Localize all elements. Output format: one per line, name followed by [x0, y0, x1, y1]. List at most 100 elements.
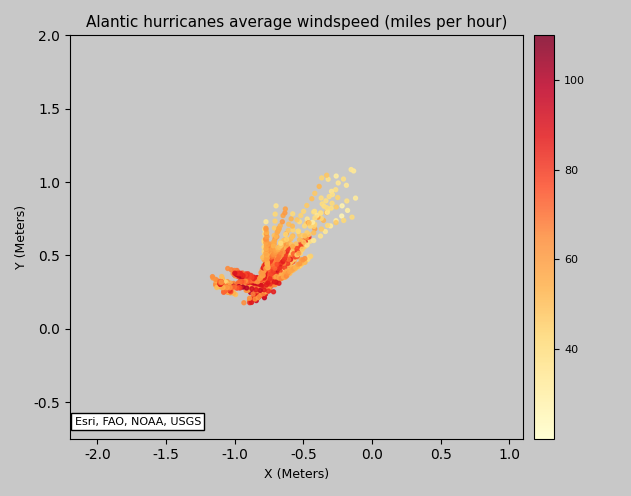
- Point: [215, 280, 225, 288]
- Point: [262, 282, 273, 290]
- Point: [259, 248, 269, 255]
- Point: [247, 275, 257, 283]
- Point: [304, 231, 314, 239]
- Point: [268, 252, 278, 260]
- Point: [281, 272, 292, 280]
- Point: [215, 277, 225, 285]
- Point: [241, 286, 251, 294]
- Point: [255, 289, 265, 297]
- Point: [346, 166, 356, 174]
- Point: [255, 280, 265, 288]
- Point: [259, 294, 269, 302]
- Point: [292, 248, 302, 255]
- Point: [259, 274, 269, 282]
- Point: [300, 256, 310, 264]
- Point: [256, 274, 266, 282]
- Point: [287, 249, 297, 257]
- Point: [261, 281, 271, 289]
- Point: [273, 278, 283, 286]
- Point: [265, 257, 275, 265]
- Point: [245, 294, 255, 302]
- Point: [337, 212, 347, 220]
- Point: [278, 268, 288, 276]
- Point: [262, 278, 272, 286]
- Point: [272, 270, 282, 278]
- Point: [296, 247, 306, 254]
- Point: [235, 272, 245, 280]
- Point: [272, 229, 282, 237]
- Point: [272, 254, 282, 262]
- Point: [262, 256, 272, 264]
- Point: [260, 230, 270, 238]
- Point: [235, 270, 245, 278]
- Point: [283, 238, 293, 246]
- Point: [255, 284, 265, 292]
- Point: [222, 284, 232, 292]
- Point: [259, 267, 269, 275]
- Point: [271, 250, 281, 258]
- Point: [322, 208, 333, 216]
- Point: [256, 279, 266, 287]
- Point: [256, 279, 266, 287]
- Point: [218, 282, 228, 290]
- Point: [262, 263, 272, 271]
- Point: [221, 285, 231, 293]
- Point: [230, 291, 240, 299]
- Point: [295, 260, 305, 268]
- Point: [257, 274, 268, 282]
- Point: [280, 255, 290, 263]
- Point: [272, 233, 282, 241]
- Point: [271, 258, 281, 266]
- Point: [241, 273, 251, 281]
- Point: [253, 278, 263, 286]
- Point: [268, 278, 278, 286]
- Point: [240, 273, 251, 281]
- Point: [348, 167, 358, 175]
- Point: [309, 229, 319, 237]
- Point: [226, 288, 236, 296]
- Point: [258, 279, 268, 287]
- Point: [257, 282, 267, 290]
- Point: [278, 240, 288, 248]
- Point: [310, 214, 320, 222]
- Point: [293, 227, 304, 235]
- Point: [252, 287, 262, 295]
- Point: [253, 280, 263, 288]
- Point: [278, 248, 288, 256]
- Point: [265, 275, 275, 283]
- Point: [213, 280, 223, 288]
- Point: [262, 259, 273, 267]
- Point: [258, 271, 268, 279]
- Point: [221, 285, 232, 293]
- Point: [269, 232, 279, 240]
- Point: [267, 271, 277, 279]
- Point: [283, 257, 293, 265]
- Point: [248, 274, 258, 282]
- Point: [310, 207, 320, 215]
- Point: [280, 259, 290, 267]
- Point: [270, 210, 280, 218]
- Point: [245, 289, 256, 297]
- Point: [213, 278, 223, 286]
- Point: [214, 279, 224, 287]
- Point: [243, 274, 253, 282]
- Point: [297, 241, 307, 249]
- Point: [254, 274, 264, 282]
- Point: [253, 282, 263, 290]
- Point: [283, 249, 293, 257]
- Point: [211, 277, 221, 285]
- Point: [272, 275, 282, 283]
- Point: [250, 295, 260, 303]
- Point: [261, 239, 271, 247]
- Point: [316, 232, 326, 240]
- Point: [301, 234, 311, 242]
- Point: [293, 260, 303, 268]
- Point: [256, 276, 266, 284]
- Point: [304, 233, 314, 241]
- Point: [261, 287, 271, 295]
- Point: [257, 281, 267, 289]
- Point: [270, 217, 280, 225]
- Point: [259, 270, 269, 278]
- Point: [223, 288, 233, 296]
- Point: [261, 260, 271, 268]
